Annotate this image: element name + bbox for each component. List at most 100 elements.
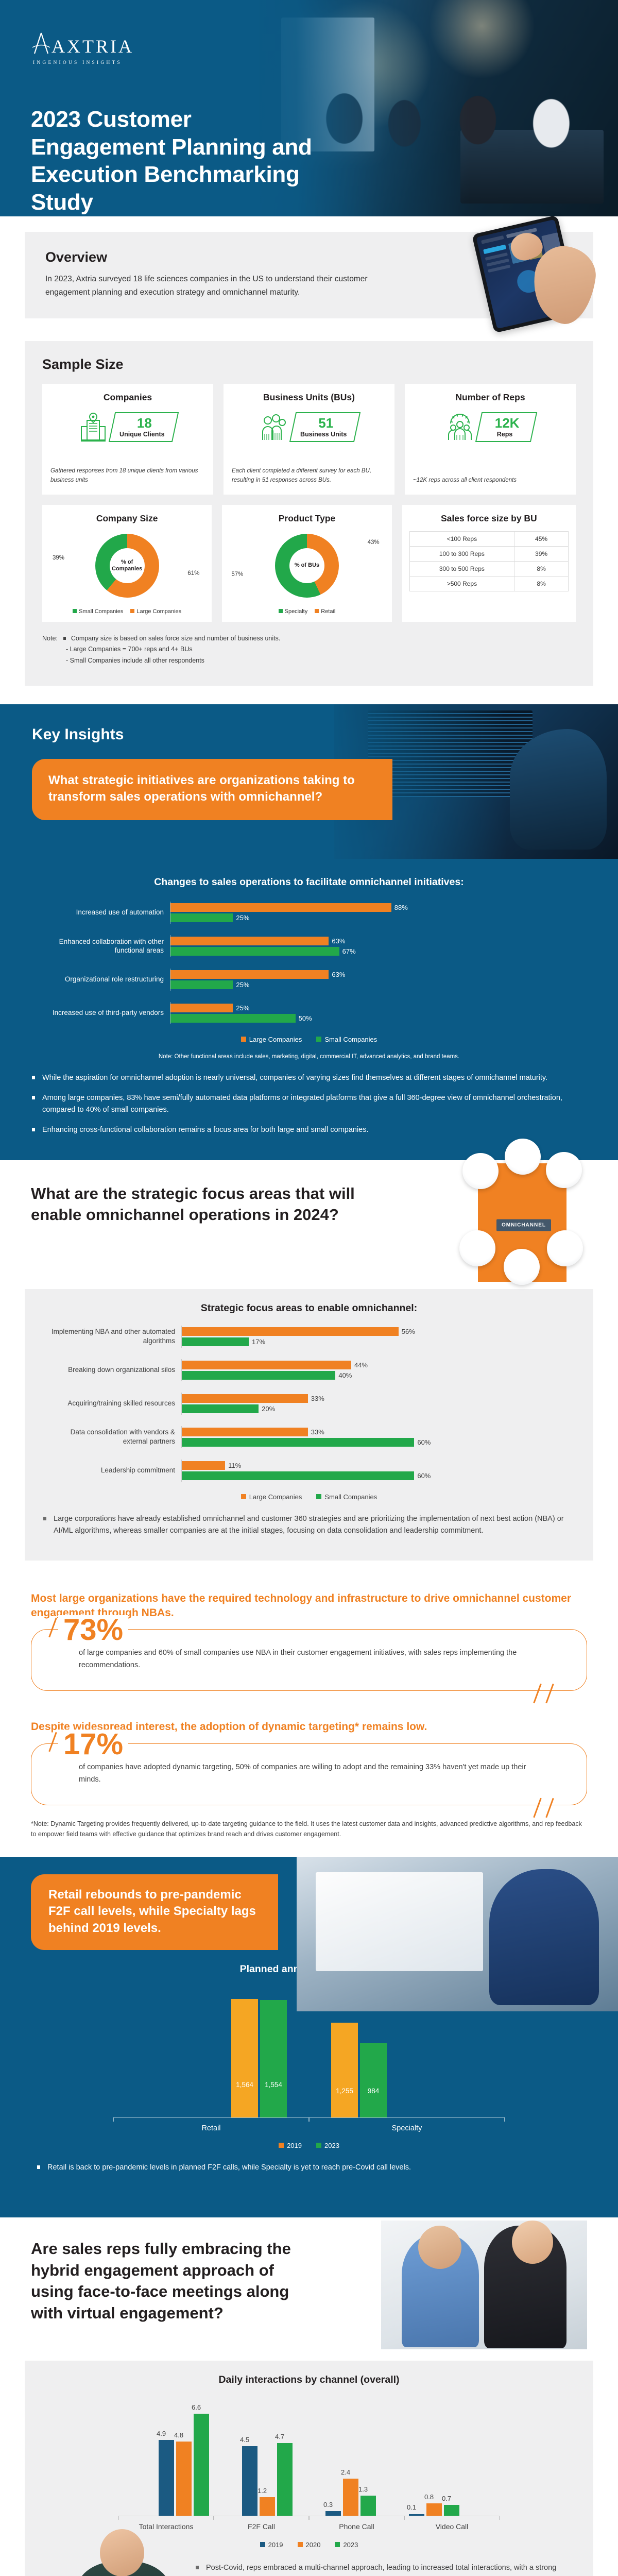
chart-row: Breaking down organizational silos 44% 4… bbox=[47, 1359, 576, 1381]
bar-large: 56% bbox=[182, 1327, 576, 1336]
hero-banner: AXTRIA INGENIOUS INSIGHTS 2023 Customer … bbox=[0, 0, 618, 216]
chart-row: Leadership commitment 11% 60% bbox=[47, 1459, 576, 1482]
note-sub-2: - Small Companies include all other resp… bbox=[66, 656, 204, 664]
insight-bullets-1: While the aspiration for omnichannel ado… bbox=[31, 1072, 587, 1137]
callout-box-1: 73% of large companies and 60% of small … bbox=[31, 1615, 587, 1704]
note-main: Company size is based on sales force siz… bbox=[71, 635, 281, 642]
bar-value: 33% bbox=[311, 1428, 324, 1436]
bullet-item: Retail is back to pre-pandemic levels in… bbox=[36, 2162, 587, 2174]
bar-2023: 1.3 bbox=[358, 2485, 376, 2516]
horizontal-bar-chart-changes: Increased use of automation 88% 25% Enha… bbox=[31, 901, 587, 1024]
chart-row: Acquiring/training skilled resources 33%… bbox=[47, 1392, 576, 1415]
bullet-item: Among large companies, 83% have semi/ful… bbox=[31, 1092, 587, 1116]
bar-category-label: Implementing NBA and other automated alg… bbox=[51, 1328, 175, 1345]
bar-value: 60% bbox=[417, 1438, 431, 1446]
bar-value: 984 bbox=[367, 2087, 380, 2095]
cell-percent: 39% bbox=[514, 546, 569, 562]
chart-title: Changes to sales operations to facilitat… bbox=[154, 876, 464, 888]
key-insights-title: Key Insights bbox=[32, 725, 124, 743]
stat-card-title: Number of Reps bbox=[455, 392, 525, 402]
stat-card-companies: Companies bbox=[42, 384, 213, 495]
stat-note: Gathered responses from 18 unique client… bbox=[50, 468, 198, 484]
callout-stat-1: 73% bbox=[58, 1615, 129, 1646]
bar-large: 25% bbox=[170, 1003, 587, 1012]
bar-category-label: Leadership commitment bbox=[100, 1466, 175, 1475]
stat-value: 18 bbox=[137, 415, 152, 431]
bar-value: 60% bbox=[417, 1471, 431, 1480]
bar-2019: 4.5 bbox=[240, 2436, 258, 2516]
axis-tick-video: Video Call bbox=[404, 2516, 500, 2532]
legend-item-specialty: Specialty bbox=[278, 608, 307, 615]
bar-category-label: Organizational role restructuring bbox=[64, 975, 164, 984]
bar-2020: 0.8 bbox=[424, 2493, 442, 2516]
chart-row: Data consolidation with vendors & extern… bbox=[47, 1426, 576, 1448]
chart-row: Enhanced collaboration with other functi… bbox=[36, 935, 587, 957]
bar-category-label: Enhanced collaboration with other functi… bbox=[59, 937, 164, 955]
donut-chart: % of BUs bbox=[274, 534, 339, 598]
callout-stat-2: 17% bbox=[58, 1730, 129, 1760]
bar-large: 63% bbox=[170, 970, 587, 979]
legend-2019: 2019 bbox=[279, 2142, 302, 2149]
bar-2023: 984 bbox=[360, 2043, 387, 2118]
sample-chart-cards: Company Size 39% 61% % of Companies Smal… bbox=[42, 505, 576, 622]
donut-center-label: % of Companies bbox=[109, 548, 145, 583]
stat-unit: Business Units bbox=[300, 431, 347, 438]
bar-2020: 4.8 bbox=[174, 2431, 192, 2516]
stat-chip: 12K Reps bbox=[475, 412, 538, 443]
donut-label-large: 61% bbox=[187, 570, 200, 577]
bar-small: 60% bbox=[182, 1437, 576, 1447]
bar-value: 63% bbox=[332, 970, 346, 978]
chart-legend: Large Companies Small Companies bbox=[31, 1036, 587, 1043]
bar-2019: 1,255 bbox=[331, 2023, 358, 2118]
bar-category-label: Breaking down organizational silos bbox=[68, 1366, 175, 1374]
bar-group-f2f: 4.5 1.2 4.7 bbox=[240, 2433, 293, 2516]
x-axis: Total Interactions F2F Call Phone Call V… bbox=[118, 2516, 500, 2532]
cell-range: 300 to 500 Reps bbox=[409, 561, 515, 577]
retail-question-card: Retail rebounds to pre-pandemic F2F call… bbox=[31, 1874, 278, 1951]
cell-range: <100 Reps bbox=[409, 531, 515, 547]
chart-row: Organizational role restructuring 63% 25… bbox=[36, 968, 587, 991]
bar-2023: 0.7 bbox=[442, 2495, 459, 2516]
hybrid-question-title: Are sales reps fully embracing the hybri… bbox=[31, 2240, 291, 2322]
bar-small: 60% bbox=[182, 1471, 576, 1480]
bar-value: 40% bbox=[338, 1371, 352, 1379]
people-group-icon bbox=[261, 412, 287, 442]
bar-small: 40% bbox=[182, 1370, 576, 1380]
bar-large: 88% bbox=[170, 903, 587, 912]
chart-note: Note: Other functional areas include sal… bbox=[158, 1053, 460, 1060]
donut-center-label: % of BUs bbox=[289, 548, 324, 583]
bar-2019: 4.9 bbox=[157, 2430, 174, 2516]
bar-value: 20% bbox=[262, 1404, 276, 1413]
sales-force-table-card: Sales force size by BU <100 Reps 45% 100 … bbox=[402, 505, 576, 622]
stat-unit: Unique Clients bbox=[119, 431, 165, 438]
cell-range: 100 to 300 Reps bbox=[409, 546, 515, 562]
bar-value: 44% bbox=[354, 1361, 368, 1369]
bar-small: 17% bbox=[182, 1337, 576, 1346]
building-icon bbox=[80, 412, 107, 442]
bar-category-label: Data consolidation with vendors & extern… bbox=[70, 1428, 175, 1445]
bar-large: 44% bbox=[182, 1360, 576, 1369]
overview-title: Overview bbox=[45, 249, 108, 265]
legend-item-large: Large Companies bbox=[130, 608, 181, 615]
logo-a-mark bbox=[31, 32, 52, 57]
bar-small: 67% bbox=[170, 946, 587, 956]
chart-legend: Large Companies Small Companies bbox=[42, 1493, 576, 1501]
callouts-section: Most large organizations have the requir… bbox=[0, 1575, 618, 1857]
stat-value: 12K bbox=[494, 415, 520, 431]
gear-people-icon bbox=[447, 412, 473, 442]
hybrid-bullets: Post-Covid, reps embraced a multi-channe… bbox=[195, 2562, 578, 2576]
rep-on-phone-photo bbox=[65, 2525, 183, 2576]
bar-value: 63% bbox=[332, 937, 346, 945]
bar-value: 17% bbox=[252, 1337, 266, 1346]
sample-size-title: Sample Size bbox=[42, 357, 124, 372]
bar-2023: 4.7 bbox=[275, 2433, 293, 2516]
note-label: Note: bbox=[42, 635, 58, 642]
bar-group-video: 0.1 0.8 0.7 bbox=[407, 2493, 459, 2516]
bar-2020: 2.4 bbox=[341, 2468, 358, 2516]
bar-value: 56% bbox=[401, 1327, 415, 1335]
bar-large: 33% bbox=[182, 1394, 576, 1403]
bar-value: 67% bbox=[342, 947, 356, 955]
table-row: <100 Reps 45% bbox=[409, 531, 569, 547]
stat-card-title: Companies bbox=[103, 392, 152, 402]
key-insights-header: Key Insights What strategic initiatives … bbox=[0, 704, 618, 859]
